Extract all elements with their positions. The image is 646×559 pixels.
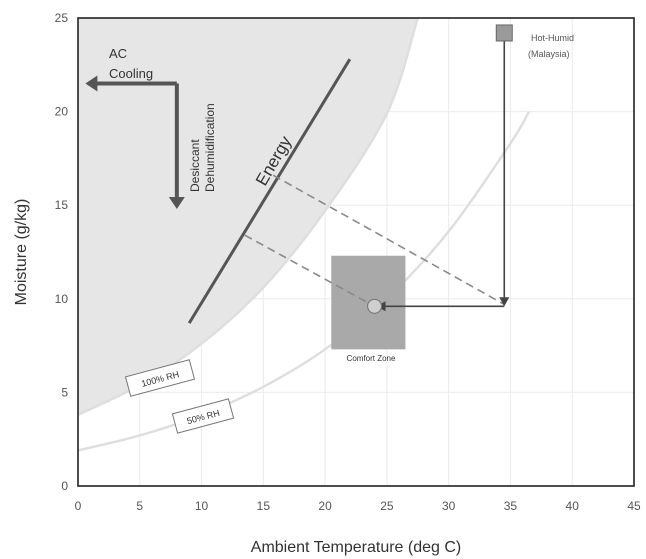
x-tick-label: 45 xyxy=(627,499,641,513)
y-tick-labels: 0 5 10 15 20 25 xyxy=(55,11,69,493)
ac-cooling-arrowhead xyxy=(85,75,98,92)
desiccant-label-line2: Dehumidification xyxy=(203,103,217,192)
dashed-line xyxy=(272,174,505,306)
y-tick-label: 10 xyxy=(55,292,69,306)
rh50-label: 50% RH xyxy=(171,398,235,434)
plot-frame xyxy=(77,17,635,487)
desiccant-label-line1: Desiccant xyxy=(188,139,202,192)
x-tick-label: 5 xyxy=(136,499,143,513)
hot-humid-down-arrowhead xyxy=(499,297,510,307)
x-axis-label: Ambient Temperature (deg C) xyxy=(251,539,461,556)
shaded-region xyxy=(78,18,418,415)
annotation-marks xyxy=(85,24,513,350)
y-tick-label: 20 xyxy=(55,105,69,119)
y-tick-label: 5 xyxy=(61,385,68,399)
y-tick-label: 15 xyxy=(55,198,69,212)
dashed-line xyxy=(244,234,375,307)
x-tick-labels: 0 5 10 15 20 25 30 35 40 45 xyxy=(75,499,641,513)
comfort-point-marker xyxy=(366,298,383,314)
rh100-label: 100% RH xyxy=(124,359,196,397)
ac-cooling-label-line2: Cooling xyxy=(109,66,153,81)
rh-curve xyxy=(78,110,531,452)
x-tick-label: 10 xyxy=(195,499,209,513)
x-tick-label: 0 xyxy=(75,499,82,513)
x-tick-label: 15 xyxy=(257,499,271,513)
desiccant-arrowhead xyxy=(168,196,185,209)
y-tick-label: 0 xyxy=(61,479,68,493)
hot-humid-marker xyxy=(495,24,513,42)
x-tick-label: 35 xyxy=(504,499,518,513)
energy-line xyxy=(187,58,352,324)
ac-cooling-label-line1: AC xyxy=(109,46,127,61)
comfort-zone-label: Comfort Zone xyxy=(347,354,396,363)
x-tick-label: 40 xyxy=(566,499,580,513)
y-axis-label: Moisture (g/kg) xyxy=(13,199,30,306)
hot-humid-label: Hot-Humid xyxy=(531,33,574,43)
x-tick-label: 20 xyxy=(318,499,332,513)
y-tick-label: 25 xyxy=(55,11,69,25)
hot-humid-sublabel: (Malaysia) xyxy=(528,49,570,59)
x-tick-label: 25 xyxy=(380,499,394,513)
x-tick-label: 30 xyxy=(442,499,456,513)
